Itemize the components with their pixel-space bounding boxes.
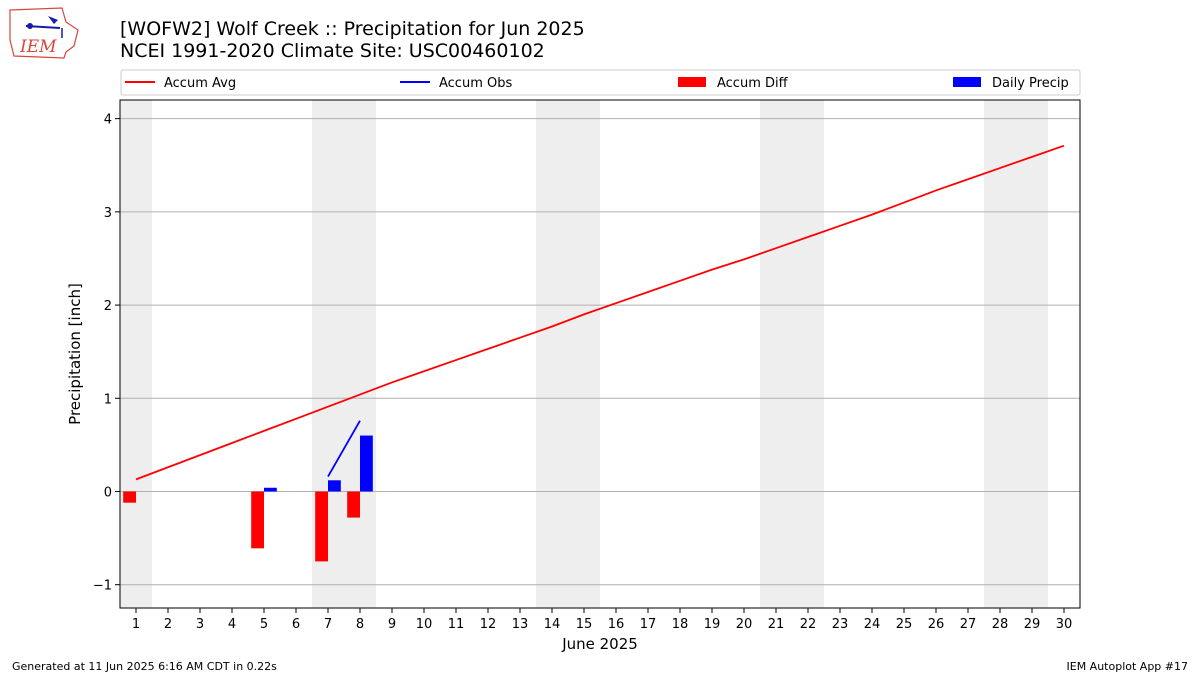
x-axis-label: June 2025 [561, 635, 638, 653]
chart-subtitle: NCEI 1991-2020 Climate Site: USC00460102 [120, 40, 545, 62]
plot-frame [119, 99, 1081, 609]
x-tick-label: 4 [228, 617, 236, 632]
x-tick-label: 21 [768, 617, 785, 632]
generated-timestamp: Generated at 11 Jun 2025 6:16 AM CDT in … [12, 660, 277, 673]
x-tick-label: 14 [544, 617, 561, 632]
x-tick-label: 16 [608, 617, 625, 632]
x-axis-ticks: 1 2 3 4 5 6 7 8 9 10 11 12 13 14 15 16 17 18 19 20 21 22 23 24 2… [132, 608, 1072, 632]
x-tick-label: 11 [448, 617, 465, 632]
x-tick-label: 20 [736, 617, 753, 632]
daily-precip-bar [328, 480, 341, 492]
accum-avg-line [135, 144, 1065, 481]
y-axis-label: Precipitation [inch] [66, 283, 84, 425]
weekend-band [536, 100, 600, 608]
legend-entry: Accum Obs [400, 76, 512, 91]
legend-entry: Accum Avg [125, 76, 236, 91]
weekend-band [760, 100, 824, 608]
y-tick-label: −1 [93, 579, 112, 594]
x-tick-label: 10 [416, 617, 433, 632]
accum-diff-bar [315, 491, 328, 562]
app-credit: IEM Autoplot App #17 [1066, 660, 1189, 673]
legend-label: Accum Avg [164, 76, 236, 91]
x-tick-label: 6 [292, 617, 300, 632]
x-tick-label: 7 [324, 617, 332, 632]
x-tick-label: 25 [896, 617, 913, 632]
x-tick-label: 28 [992, 617, 1009, 632]
x-tick-label: 15 [576, 617, 593, 632]
weekend-band [984, 100, 1048, 608]
gridlines [120, 118, 1080, 586]
x-tick-label: 23 [832, 617, 849, 632]
legend-label: Daily Precip [992, 76, 1069, 91]
weekend-shading [120, 100, 1048, 608]
y-tick-label: 1 [104, 392, 112, 407]
x-tick-label: 12 [480, 617, 497, 632]
x-tick-label: 2 [164, 617, 172, 632]
y-tick-label: 3 [104, 206, 112, 221]
legend-entry: Accum Diff [678, 76, 789, 91]
x-tick-label: 8 [356, 617, 364, 632]
legend: Accum Avg Accum Obs Accum Diff Daily Precip [120, 69, 1081, 96]
accum-obs-line [327, 420, 361, 478]
iem-logo-text: IEM [19, 37, 57, 57]
x-tick-label: 24 [864, 617, 881, 632]
legend-label: Accum Diff [717, 76, 789, 91]
lines [135, 144, 1065, 481]
x-tick-label: 17 [640, 617, 657, 632]
x-tick-label: 3 [196, 617, 204, 632]
bars [123, 435, 373, 562]
x-tick-label: 5 [260, 617, 268, 632]
x-tick-label: 26 [928, 617, 945, 632]
iem-logo: IEM [9, 7, 79, 59]
x-tick-label: 19 [704, 617, 721, 632]
legend-bar-swatch [678, 77, 706, 87]
x-tick-label: 29 [1024, 617, 1041, 632]
legend-entry: Daily Precip [953, 76, 1069, 91]
x-tick-label: 13 [512, 617, 529, 632]
accum-diff-bar [347, 491, 360, 518]
weekend-band [120, 100, 152, 608]
accum-diff-bar [251, 491, 264, 549]
daily-precip-bar [264, 487, 277, 492]
y-tick-label: 4 [104, 113, 112, 128]
x-tick-label: 27 [960, 617, 977, 632]
x-tick-label: 1 [132, 617, 140, 632]
chart-title: [WOFW2] Wolf Creek :: Precipitation for … [120, 18, 585, 40]
y-axis-ticks: −1 0 1 2 3 4 [93, 113, 120, 594]
y-tick-label: 2 [104, 299, 112, 314]
daily-precip-bar [360, 435, 373, 492]
accum-diff-bar [123, 491, 136, 503]
x-tick-label: 30 [1056, 617, 1073, 632]
x-tick-label: 22 [800, 617, 817, 632]
y-tick-label: 0 [104, 485, 112, 500]
legend-label: Accum Obs [439, 76, 512, 91]
legend-bar-swatch [953, 77, 981, 87]
x-tick-label: 9 [388, 617, 396, 632]
x-tick-label: 18 [672, 617, 689, 632]
